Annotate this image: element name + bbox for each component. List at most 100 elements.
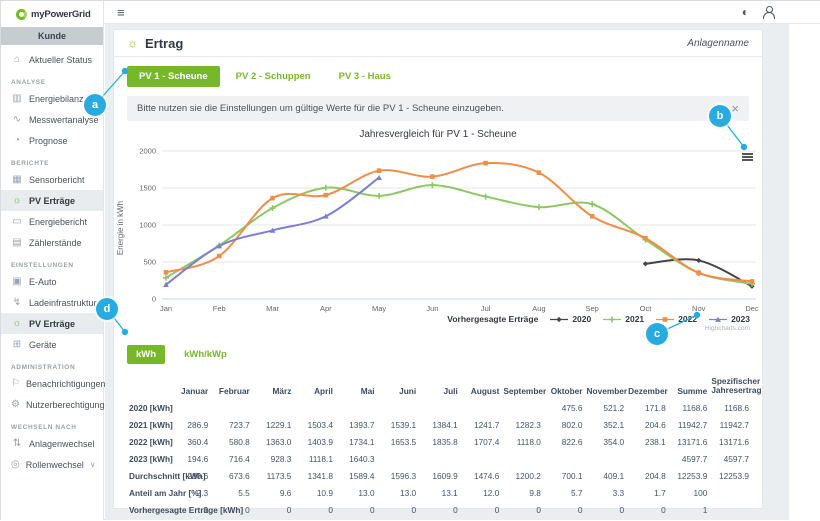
chart-title: Jahresvergleich für PV 1 - Scheune [359,129,517,140]
cell-value: 0 [619,504,625,515]
close-icon[interactable]: × [731,101,739,116]
table-row: Durchschnitt [kWh] 280.6 673.6 1173.5 1341.8… [127,467,751,484]
sidebar-item-label: Nutzerberechtigungen [25,399,115,410]
cell-value: 1384.1 [432,419,458,430]
sidebar-item-pv-ertr-ge[interactable]: ☼ PV Erträge [1,313,103,334]
sidebar-item-label: Benachrichtigungen [25,378,106,389]
unit-button-kwh[interactable]: kWh [127,345,166,364]
plant-name-label: Anlagenname [687,37,749,49]
hamburger-menu-icon[interactable]: ≡ [117,4,125,20]
sidebar-item-energiebilanz[interactable]: ▥ Energiebilanz [1,88,103,109]
cell-value: 0 [203,504,209,515]
sidebar-item-prognose[interactable]: ◔ Prognose [1,130,103,151]
tab-pv-3-haus[interactable]: PV 3 - Haus [338,71,391,82]
svg-text:Jun: Jun [426,304,438,313]
cell-value: 723.7 [229,419,250,430]
info-banner-text: Bitte nutzen sie die Einstellungen um gü… [137,103,504,114]
sidebar-item-aktueller-status[interactable]: ⌂ Aktueller Status [1,49,103,70]
row-label: Durchschnitt [kWh] [129,470,206,481]
sidebar-item-label: Aktueller Status [29,54,93,65]
cell-value: 1539.1 [390,419,417,430]
cell-value [418,450,460,467]
status-icon: ⌂ [13,53,21,65]
line-chart-icon: ∿ [12,113,22,125]
sensor-grid-icon: ▦ [12,173,22,185]
sidebar-item-label: Prognose [29,135,68,146]
topbar: ≡ ◐ [104,1,820,24]
cell-value: 238.1 [644,436,666,447]
callout-badge-a: a [84,94,106,116]
cell-value [501,399,543,416]
theme-contrast-icon[interactable]: ◐ [741,5,749,19]
cell-value [709,501,751,518]
chart: Jahresvergleich für PV 1 - Scheune 0 500 1… [114,129,762,341]
gear-icon: ⚙ [11,398,20,410]
legend-item-2021[interactable]: 2021 [602,314,644,324]
app-logo: myPowerGrid [1,1,103,27]
charging-icon: ↯ [12,296,22,308]
cell-value: 3.3 [612,487,625,498]
legend-item-2023[interactable]: 2023 [708,314,750,324]
sidebar-item-messwertanalyse[interactable]: ∿ Messwertanalyse [1,109,103,130]
sidebar-item-benachrichtigungen[interactable]: ⚐ Benachrichtigungen [1,373,106,394]
car-icon: ▣ [12,275,22,287]
yields-table: Januar Februar März April Mai Juni Juli August S… [127,373,762,518]
sidebar-item-label: E-Auto [29,276,57,287]
cell-value: 12253.9 [719,470,749,481]
cell-value: 1118.0 [516,436,541,447]
sidebar-item-rollenwechsel[interactable]: ◎ Rollenwechsel ∨ [1,454,103,475]
cell-value: 1341.8 [307,470,333,481]
sidebar-section-header: WECHSELN NACH [11,424,77,431]
unit-button-kwh-kwp[interactable]: kWh/kWp [184,349,227,360]
svg-text:Energie in kWh: Energie in kWh [116,201,125,255]
sidebar-item-energiebericht[interactable]: ▭ Energiebericht [1,211,103,232]
svg-text:1500: 1500 [139,184,156,193]
table-row: 2020 [kWh] 475.6 521.2 171.8 1168.6 1168.6 [127,399,751,416]
sidebar-item-z-hlerst-nde[interactable]: ▤ Zählerstände [1,232,103,253]
series-2023 [163,174,382,287]
column-header: Juli [443,385,458,396]
tab-pv-2-schuppen[interactable]: PV 2 - Schuppen [235,71,311,82]
cell-value: 1168.6 [724,402,749,413]
cell-value: 1363.0 [265,436,292,447]
sidebar-item-pv-ertr-ge[interactable]: ☼ PV Erträge [1,190,103,211]
topbar-actions: ◐ [741,5,820,19]
cell-value [293,399,335,416]
chart-plot: 0 500 1000 1500 2000 Jan Feb Mar Apr May Jun Jul Aug… [116,147,759,314]
svg-text:Sep: Sep [586,304,599,313]
sidebar-item-anlagenwechsel[interactable]: ⇅ Anlagenwechsel [1,433,103,454]
sidebar-item-nutzerberechtigungen[interactable]: ⚙ Nutzerberechtigungen [1,394,115,415]
cell-value: 1168.6 [682,402,708,413]
cell-value: 1200.2 [515,470,541,481]
cell-value: 1474.6 [473,470,500,481]
cell-value: 0 [536,504,541,515]
cell-value: 475.6 [561,402,583,413]
cell-value: 5.7 [570,487,583,498]
table-row: Vorhergesagte Erträge [kWh] 0 0 0 0 0 0 0 0 0 0 0 0 1 [127,501,751,518]
cell-value: 11942.7 [677,419,708,430]
svg-text:Dec: Dec [745,304,759,313]
tab-pv-1-scheune[interactable]: PV 1 - Scheune [127,66,220,87]
sidebar-item-e-auto[interactable]: ▣ E-Auto [1,271,103,292]
user-icon[interactable] [762,6,775,19]
legend-item-2022[interactable]: 2022 [655,314,697,324]
legend-item-2020[interactable]: 2020 [549,314,591,324]
devices-icon: ⊞ [12,338,22,350]
sidebar-item-sensorbericht[interactable]: ▦ Sensorbericht [1,169,103,190]
sidebar-item-ladeinfrastruktur[interactable]: ↯ Ladeinfrastruktur [1,292,103,313]
cell-value [460,450,502,467]
cell-value: 171.8 [644,402,666,413]
svg-text:Feb: Feb [213,304,226,313]
legend-label: 2022 [678,314,698,324]
column-header: Oktober [550,385,583,396]
cell-value: 409.1 [603,470,625,481]
cell-value: 1241.7 [473,419,500,430]
column-header: Juni [399,385,417,396]
sidebar-item-label: Energiebilanz [29,93,84,104]
credits-link[interactable]: Highcharts.com [704,325,750,332]
customer-bar[interactable]: Kunde [1,27,103,45]
table-row: 2022 [kWh] 360.4 580.8 1363.0 1403.9 1734.1 16… [127,433,751,450]
chart-export-menu-icon[interactable] [742,153,753,163]
sidebar-item-ger-te[interactable]: ⊞ Geräte [1,334,103,355]
cell-value: 928.3 [270,453,292,464]
